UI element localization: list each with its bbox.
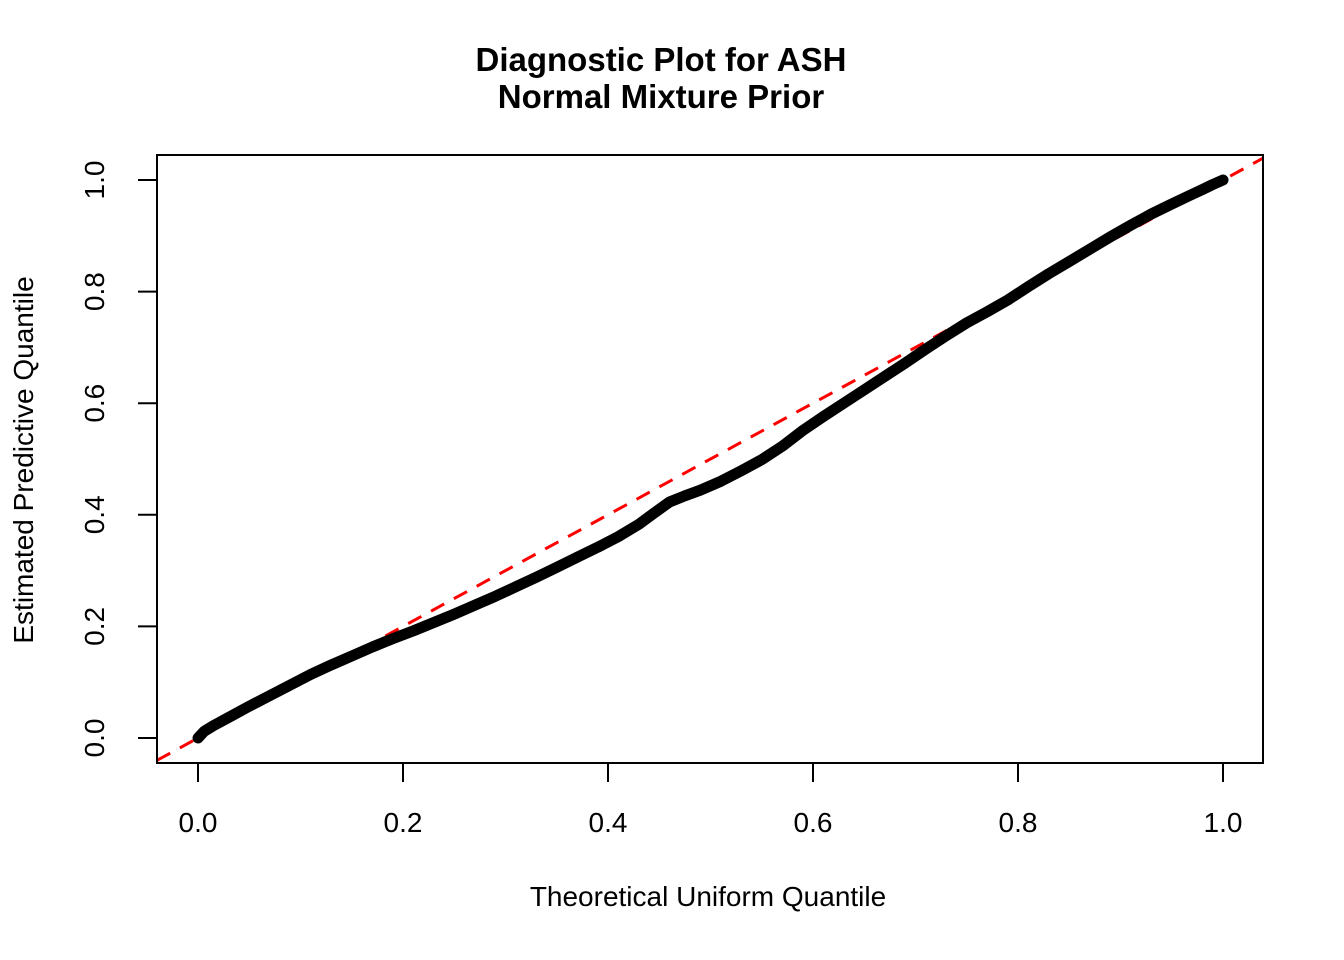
y-tick-label: 0.6 <box>79 384 110 423</box>
y-axis-label: Estimated Predictive Quantile <box>8 276 39 643</box>
x-tick-label: 0.4 <box>589 807 628 838</box>
plot-subtitle: Normal Mixture Prior <box>498 78 825 115</box>
plot-box <box>156 154 1264 764</box>
x-tick-label: 0.6 <box>794 807 833 838</box>
quantile-curve <box>192 174 1229 744</box>
y-tick-label: 0.4 <box>79 495 110 534</box>
x-tick-label: 0.0 <box>179 807 218 838</box>
x-tick-label: 1.0 <box>1204 807 1243 838</box>
y-tick-label: 0.2 <box>79 607 110 646</box>
x-tick-label: 0.2 <box>384 807 423 838</box>
y-tick-label: 1.0 <box>79 161 110 200</box>
x-axis-label: Theoretical Uniform Quantile <box>530 881 886 912</box>
y-tick-label: 0.8 <box>79 272 110 311</box>
plot-title: Diagnostic Plot for ASH <box>476 41 847 78</box>
x-tick-label: 0.8 <box>999 807 1038 838</box>
y-tick-label: 0.0 <box>79 719 110 758</box>
plot-generated-layer: 0.0 0.2 0.4 0.6 0.8 1.0 0.0 0.2 0.4 0.6 0.8 1.0 <box>79 156 1264 838</box>
